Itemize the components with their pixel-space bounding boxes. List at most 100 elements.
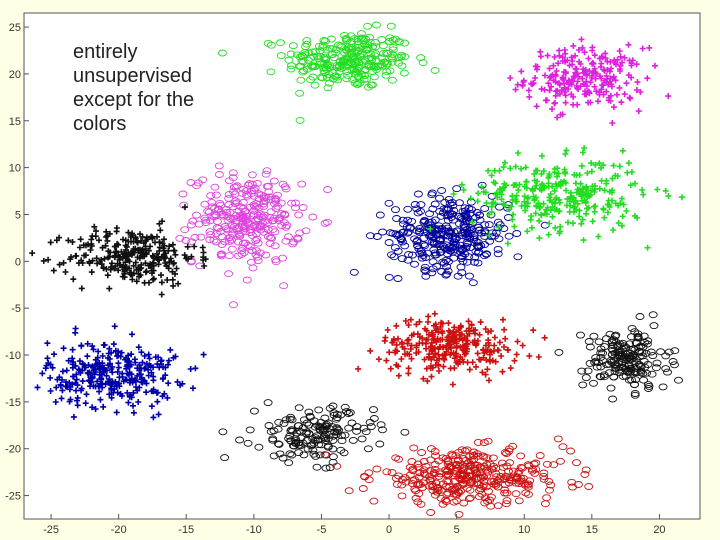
data-point xyxy=(153,250,160,257)
data-point xyxy=(415,250,425,258)
data-point xyxy=(514,497,524,505)
data-point xyxy=(294,449,304,457)
data-point xyxy=(556,457,565,465)
data-point xyxy=(590,69,597,76)
data-point xyxy=(435,329,442,336)
data-point xyxy=(627,182,634,189)
data-point xyxy=(155,411,162,418)
data-point xyxy=(556,47,563,54)
data-point xyxy=(181,252,188,259)
data-point xyxy=(143,389,150,396)
data-point xyxy=(576,213,583,220)
data-point xyxy=(633,87,640,93)
data-point xyxy=(535,452,545,459)
data-point xyxy=(614,91,620,98)
data-point xyxy=(635,313,645,320)
data-point xyxy=(337,437,347,445)
data-point xyxy=(522,164,529,171)
data-point xyxy=(344,410,353,417)
data-point xyxy=(556,196,563,203)
data-point xyxy=(591,354,601,362)
data-point xyxy=(436,212,446,220)
data-point xyxy=(332,424,342,432)
data-point xyxy=(294,404,304,412)
data-point xyxy=(249,407,259,415)
data-point xyxy=(172,353,179,360)
data-point xyxy=(98,256,105,263)
data-point xyxy=(561,57,568,64)
data-point xyxy=(592,161,599,168)
data-point xyxy=(493,250,503,258)
data-point xyxy=(562,92,569,99)
data-point xyxy=(77,369,84,376)
x-tick-label: 15 xyxy=(586,524,598,536)
data-point xyxy=(325,79,334,87)
data-point xyxy=(99,360,106,367)
y-tick-label: -25 xyxy=(5,491,21,503)
data-point xyxy=(273,191,282,199)
data-point xyxy=(456,470,466,478)
data-point xyxy=(603,180,610,187)
data-point xyxy=(239,249,249,257)
data-point xyxy=(474,226,484,234)
data-point xyxy=(323,443,333,451)
x-tick-label: 10 xyxy=(518,524,530,536)
data-point xyxy=(314,42,324,50)
data-point xyxy=(640,191,647,198)
data-point xyxy=(421,272,431,280)
data-point xyxy=(243,219,253,227)
data-point xyxy=(449,381,456,388)
data-point xyxy=(621,356,631,364)
data-point xyxy=(459,221,469,229)
data-point xyxy=(350,58,360,66)
data-point xyxy=(400,242,410,250)
data-point xyxy=(617,62,624,69)
data-point xyxy=(599,54,606,61)
data-point xyxy=(342,75,352,83)
data-point xyxy=(587,99,594,106)
data-point xyxy=(522,207,529,214)
data-point xyxy=(589,379,598,387)
data-point xyxy=(255,223,265,231)
data-point xyxy=(452,227,462,235)
data-point xyxy=(486,377,492,384)
data-point xyxy=(670,347,680,355)
data-point xyxy=(430,66,440,74)
data-point xyxy=(527,467,537,475)
data-point xyxy=(393,341,400,348)
data-point xyxy=(397,255,407,263)
data-point xyxy=(511,490,521,498)
data-point xyxy=(269,452,279,460)
data-point xyxy=(627,324,637,332)
data-point xyxy=(538,152,545,159)
data-point xyxy=(69,346,76,353)
data-point xyxy=(105,354,111,361)
data-point xyxy=(542,72,548,79)
data-point xyxy=(648,311,658,319)
data-point xyxy=(392,215,402,222)
data-point xyxy=(108,260,115,267)
data-point xyxy=(135,344,142,351)
data-point xyxy=(479,481,489,489)
data-point xyxy=(160,375,167,382)
data-point xyxy=(609,187,616,194)
data-point xyxy=(389,253,399,261)
data-point xyxy=(513,253,523,261)
data-point xyxy=(512,163,519,170)
data-point xyxy=(229,215,239,222)
data-point xyxy=(547,191,554,198)
data-point xyxy=(356,34,366,42)
data-point xyxy=(554,165,561,172)
data-point xyxy=(81,362,88,369)
data-point xyxy=(186,221,196,229)
data-point xyxy=(394,59,404,67)
data-point xyxy=(125,371,132,378)
data-point xyxy=(29,250,36,257)
data-point xyxy=(141,279,148,286)
data-point xyxy=(430,448,440,455)
data-point xyxy=(394,455,404,463)
data-point xyxy=(371,43,381,51)
data-point xyxy=(148,403,155,410)
data-point xyxy=(109,369,116,376)
data-point xyxy=(328,445,338,453)
